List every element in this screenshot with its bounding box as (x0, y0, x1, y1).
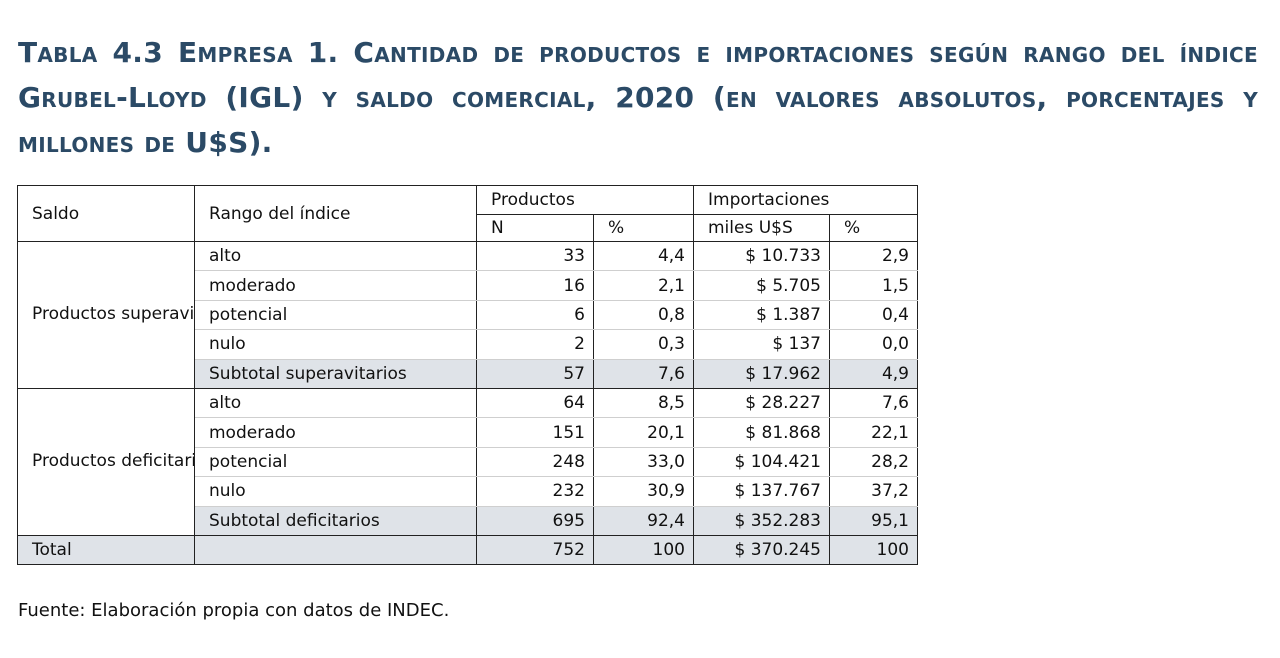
total-n: 752 (476, 534, 594, 565)
rango-cell: nulo (194, 476, 477, 507)
header-rango: Rango del índice (194, 185, 477, 242)
pct-n-cell: 33,0 (593, 447, 694, 478)
imp-cell: $ 28.227 (693, 388, 830, 419)
pct-imp-cell: 0,0 (829, 329, 918, 360)
total-imp: $ 370.245 (693, 534, 830, 565)
pct-n-cell: 0,8 (593, 300, 694, 331)
header-n: N (476, 214, 594, 242)
table-title: Tabla 4.3 Empresa 1. Cantidad de product… (18, 36, 1258, 159)
imp-cell: $ 1.387 (693, 300, 830, 331)
data-table: Saldo Rango del índice Productos Importa… (17, 185, 918, 565)
imp-cell: $ 352.283 (693, 505, 830, 536)
imp-cell: $ 17.962 (693, 358, 830, 389)
pct-imp-cell: 4,9 (829, 358, 918, 389)
pct-imp-cell: 0,4 (829, 300, 918, 331)
header-saldo: Saldo (17, 185, 195, 242)
imp-cell: $ 5.705 (693, 270, 830, 301)
source-note: Fuente: Elaboración propia con datos de … (18, 600, 450, 621)
pct-n-cell: 7,6 (593, 358, 694, 389)
rango-cell: potencial (194, 447, 477, 478)
header-row-1: Saldo Rango del índice Productos Importa… (17, 185, 918, 242)
rango-cell: alto (194, 388, 477, 419)
total-row: Total 752 100 $ 370.245 100 (17, 534, 918, 565)
pct-n-cell: 92,4 (593, 505, 694, 536)
rango-cell: potencial (194, 300, 477, 331)
pct-imp-cell: 95,1 (829, 505, 918, 536)
header-pct-importaciones: % (829, 214, 918, 242)
header-importaciones: Importaciones (693, 185, 918, 215)
table-row: potencial 248 33,0 $ 104.421 28,2 (18, 447, 918, 478)
pct-imp-cell: 2,9 (829, 241, 918, 272)
pct-n-cell: 0,3 (593, 329, 694, 360)
pct-n-cell: 2,1 (593, 270, 694, 301)
total-pct-imp: 100 (829, 534, 918, 565)
table-row: moderado 16 2,1 $ 5.705 1,5 (18, 270, 918, 301)
n-cell: 151 (476, 417, 594, 448)
n-cell: 695 (476, 505, 594, 536)
n-cell: 2 (476, 329, 594, 360)
total-empty-cell (194, 534, 477, 565)
n-cell: 248 (476, 447, 594, 478)
imp-cell: $ 10.733 (693, 241, 830, 272)
table-row: moderado 151 20,1 $ 81.868 22,1 (18, 417, 918, 448)
rango-cell: moderado (194, 417, 477, 448)
subtotal-label: Subtotal superavitarios (194, 358, 477, 389)
pct-imp-cell: 1,5 (829, 270, 918, 301)
table-row: Productos deficitarios alto 64 8,5 $ 28.… (17, 387, 918, 536)
header-productos: Productos (476, 185, 694, 215)
pct-imp-cell: 28,2 (829, 447, 918, 478)
header-miles-uss: miles U$S (693, 214, 830, 242)
imp-cell: $ 104.421 (693, 447, 830, 478)
n-cell: 16 (476, 270, 594, 301)
subtotal-label: Subtotal deficitarios (194, 505, 477, 536)
pct-n-cell: 30,9 (593, 476, 694, 507)
pct-imp-cell: 37,2 (829, 476, 918, 507)
pct-imp-cell: 7,6 (829, 388, 918, 419)
total-label: Total (17, 534, 195, 565)
table-row: nulo 2 0,3 $ 137 0,0 (18, 329, 918, 360)
subtotal-row: Subtotal superavitarios 57 7,6 $ 17.962 … (18, 358, 918, 389)
n-cell: 6 (476, 300, 594, 331)
table-row: nulo 232 30,9 $ 137.767 37,2 (18, 476, 918, 507)
rango-cell: nulo (194, 329, 477, 360)
n-cell: 57 (476, 358, 594, 389)
pct-n-cell: 4,4 (593, 241, 694, 272)
saldo-cell: Productos superavitarios (17, 241, 195, 389)
pct-n-cell: 8,5 (593, 388, 694, 419)
pct-imp-cell: 22,1 (829, 417, 918, 448)
pct-n-cell: 20,1 (593, 417, 694, 448)
table-row: Productos superavitarios alto 33 4,4 $ 1… (17, 241, 918, 389)
header-row-2: N % miles U$S % (18, 214, 918, 242)
n-cell: 232 (476, 476, 594, 507)
subtotal-row: Subtotal deficitarios 695 92,4 $ 352.283… (18, 505, 918, 536)
n-cell: 33 (476, 241, 594, 272)
rango-cell: moderado (194, 270, 477, 301)
imp-cell: $ 137.767 (693, 476, 830, 507)
header-pct-productos: % (593, 214, 694, 242)
n-cell: 64 (476, 388, 594, 419)
total-pct-n: 100 (593, 534, 694, 565)
saldo-cell: Productos deficitarios (17, 387, 195, 536)
rango-cell: alto (194, 241, 477, 272)
table-row: potencial 6 0,8 $ 1.387 0,4 (18, 300, 918, 331)
imp-cell: $ 81.868 (693, 417, 830, 448)
imp-cell: $ 137 (693, 329, 830, 360)
